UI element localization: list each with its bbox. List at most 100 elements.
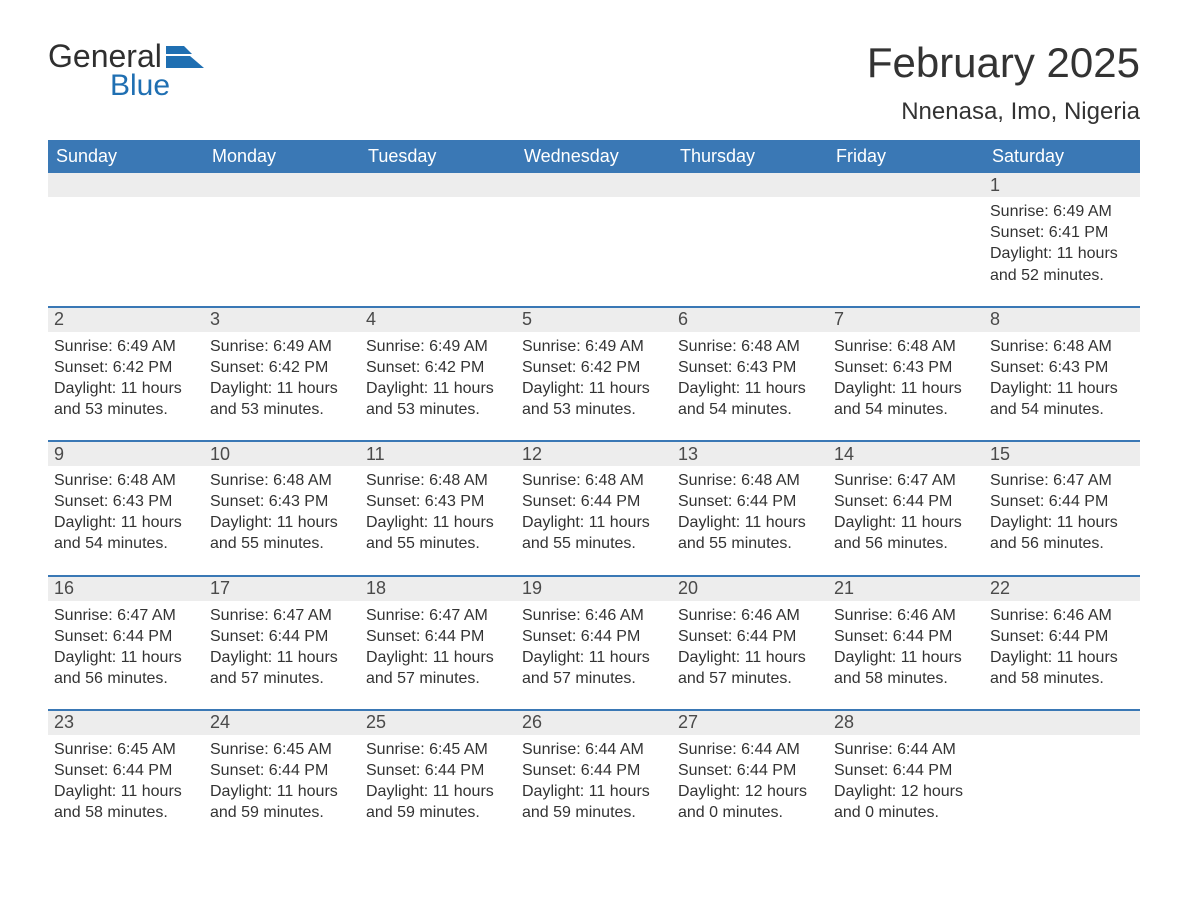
sunrise-text: Sunrise: 6:49 AM [54,336,198,357]
day-details: Sunrise: 6:48 AMSunset: 6:43 PMDaylight:… [828,332,984,428]
day-details: Sunrise: 6:48 AMSunset: 6:43 PMDaylight:… [360,466,516,562]
day-cell [516,173,672,293]
day-cell: 28Sunrise: 6:44 AMSunset: 6:44 PMDayligh… [828,711,984,831]
day-details: Sunrise: 6:49 AMSunset: 6:42 PMDaylight:… [360,332,516,428]
daylight-line1: Daylight: 11 hours [834,512,978,533]
daylight-line1: Daylight: 11 hours [54,781,198,802]
sunrise-text: Sunrise: 6:49 AM [522,336,666,357]
sunrise-text: Sunrise: 6:47 AM [990,470,1134,491]
daylight-line1: Daylight: 11 hours [522,781,666,802]
sunset-text: Sunset: 6:44 PM [54,626,198,647]
day-number: 3 [204,308,360,332]
daylight-line2: and 57 minutes. [522,668,666,689]
day-details: Sunrise: 6:46 AMSunset: 6:44 PMDaylight:… [984,601,1140,697]
daylight-line1: Daylight: 11 hours [522,512,666,533]
sunset-text: Sunset: 6:42 PM [54,357,198,378]
day-details: Sunrise: 6:48 AMSunset: 6:43 PMDaylight:… [984,332,1140,428]
day-cell: 1Sunrise: 6:49 AMSunset: 6:41 PMDaylight… [984,173,1140,293]
day-number: 10 [204,442,360,466]
day-number: 27 [672,711,828,735]
day-cell [984,711,1140,831]
sunrise-text: Sunrise: 6:48 AM [210,470,354,491]
sunrise-text: Sunrise: 6:45 AM [54,739,198,760]
daylight-line1: Daylight: 12 hours [834,781,978,802]
day-cell: 23 Sunrise: 6:45 AMSunset: 6:44 PMDayligh… [48,711,204,831]
daylight-line1: Daylight: 11 hours [678,647,822,668]
daylight-line2: and 56 minutes. [834,533,978,554]
day-details: Sunrise: 6:44 AMSunset: 6:44 PMDaylight:… [828,735,984,831]
sunrise-text: Sunrise: 6:49 AM [990,201,1134,222]
daylight-line1: Daylight: 11 hours [210,378,354,399]
day-number [360,173,516,197]
daylight-line2: and 55 minutes. [678,533,822,554]
daylight-line2: and 55 minutes. [366,533,510,554]
daylight-line2: and 54 minutes. [990,399,1134,420]
sunset-text: Sunset: 6:44 PM [54,760,198,781]
day-cell: 2Sunrise: 6:49 AMSunset: 6:42 PMDaylight… [48,308,204,428]
daylight-line2: and 56 minutes. [990,533,1134,554]
day-number: 16 [48,577,204,601]
header: General Blue February 2025 Nnenasa, Imo,… [48,40,1140,126]
daylight-line2: and 59 minutes. [522,802,666,823]
day-cell: 8Sunrise: 6:48 AMSunset: 6:43 PMDaylight… [984,308,1140,428]
day-details: Sunrise: 6:47 AMSunset: 6:44 PMDaylight:… [984,466,1140,562]
daylight-line1: Daylight: 11 hours [54,647,198,668]
day-cell: 5Sunrise: 6:49 AMSunset: 6:42 PMDaylight… [516,308,672,428]
day-cell: 4Sunrise: 6:49 AMSunset: 6:42 PMDaylight… [360,308,516,428]
day-details: Sunrise: 6:47 AMSunset: 6:44 PMDaylight:… [828,466,984,562]
sunset-text: Sunset: 6:42 PM [522,357,666,378]
sunrise-text: Sunrise: 6:44 AM [678,739,822,760]
sunrise-text: Sunrise: 6:45 AM [366,739,510,760]
day-number: 6 [672,308,828,332]
daylight-line2: and 53 minutes. [54,399,198,420]
day-number: 14 [828,442,984,466]
day-cell [672,173,828,293]
day-cell [48,173,204,293]
sunrise-text: Sunrise: 6:46 AM [678,605,822,626]
calendar: Sunday Monday Tuesday Wednesday Thursday… [48,140,1140,831]
logo: General Blue [48,40,204,103]
daylight-line1: Daylight: 11 hours [678,378,822,399]
day-number: 22 [984,577,1140,601]
sunset-text: Sunset: 6:44 PM [366,760,510,781]
sunrise-text: Sunrise: 6:48 AM [678,336,822,357]
day-number: 23 [48,711,204,735]
day-cell: 12Sunrise: 6:48 AMSunset: 6:44 PMDayligh… [516,442,672,562]
day-cell: 20Sunrise: 6:46 AMSunset: 6:44 PMDayligh… [672,577,828,697]
daylight-line1: Daylight: 11 hours [366,647,510,668]
day-cell: 26Sunrise: 6:44 AMSunset: 6:44 PMDayligh… [516,711,672,831]
sunset-text: Sunset: 6:43 PM [366,491,510,512]
daylight-line2: and 58 minutes. [990,668,1134,689]
daylight-line2: and 55 minutes. [522,533,666,554]
sunrise-text: Sunrise: 6:46 AM [522,605,666,626]
sunset-text: Sunset: 6:43 PM [990,357,1134,378]
sunrise-text: Sunrise: 6:48 AM [366,470,510,491]
day-cell: 25Sunrise: 6:45 AMSunset: 6:44 PMDayligh… [360,711,516,831]
day-cell: 15Sunrise: 6:47 AMSunset: 6:44 PMDayligh… [984,442,1140,562]
day-cell: 24Sunrise: 6:45 AMSunset: 6:44 PMDayligh… [204,711,360,831]
daylight-line1: Daylight: 11 hours [54,378,198,399]
day-details: Sunrise: 6:47 AMSunset: 6:44 PMDaylight:… [360,601,516,697]
week-row: 16Sunrise: 6:47 AMSunset: 6:44 PMDayligh… [48,575,1140,697]
day-number: 17 [204,577,360,601]
day-cell: 21Sunrise: 6:46 AMSunset: 6:44 PMDayligh… [828,577,984,697]
week-row: 23Sunrise: 6:45 AMSunset: 6:44 PMDayligh… [48,709,1140,831]
sunrise-text: Sunrise: 6:46 AM [834,605,978,626]
sunrise-text: Sunrise: 6:47 AM [210,605,354,626]
dayhead-fri: Friday [828,140,984,173]
sunset-text: Sunset: 6:42 PM [210,357,354,378]
day-cell [828,173,984,293]
day-details: Sunrise: 6:48 AMSunset: 6:44 PMDaylight:… [516,466,672,562]
title-block: February 2025 Nnenasa, Imo, Nigeria [867,40,1140,126]
day-cell: 18Sunrise: 6:47 AMSunset: 6:44 PMDayligh… [360,577,516,697]
day-details: Sunrise: 6:48 AMSunset: 6:44 PMDaylight:… [672,466,828,562]
dayhead-thu: Thursday [672,140,828,173]
sunset-text: Sunset: 6:44 PM [990,491,1134,512]
day-number: 4 [360,308,516,332]
day-details: Sunrise: 6:46 AMSunset: 6:44 PMDaylight:… [828,601,984,697]
logo-word1: General [48,40,162,72]
sunset-text: Sunset: 6:44 PM [522,491,666,512]
day-number [516,173,672,197]
day-details: Sunrise: 6:49 AMSunset: 6:41 PMDaylight:… [984,197,1140,293]
day-number: 13 [672,442,828,466]
